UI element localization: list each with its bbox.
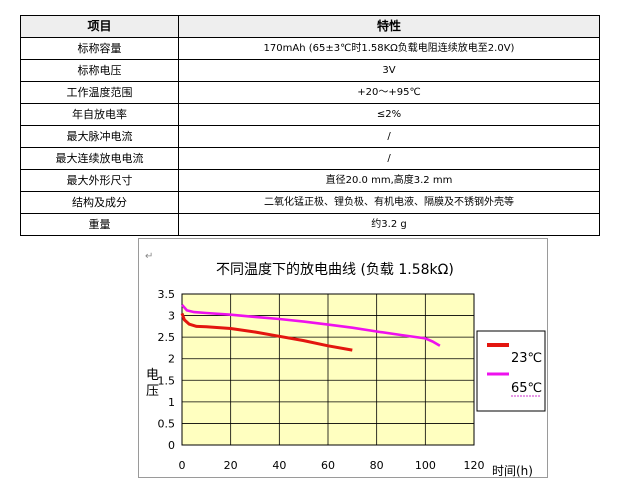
row-item-value: +20～+95℃	[178, 81, 600, 104]
y-tick-label: 2.5	[158, 331, 176, 344]
x-tick-label: 20	[224, 459, 238, 472]
paragraph-mark: ↵	[145, 251, 153, 262]
chart-title: 不同温度下的放电曲线 (负载 1.58kΩ)	[216, 262, 454, 278]
series-line-65c	[181, 303, 441, 347]
table-row: 最大外形尺寸 直径20.0 mm,高度3.2 mm	[20, 169, 600, 192]
legend: 23℃ 65℃	[476, 330, 546, 412]
x-tick-label: 80	[370, 459, 384, 472]
plot-area	[180, 293, 475, 446]
header-item: 项目	[20, 15, 179, 38]
row-item-value: 约3.2 g	[178, 213, 600, 236]
row-item-value: 3V	[178, 59, 600, 82]
row-item-label: 工作温度范围	[20, 81, 179, 104]
row-item-label: 最大外形尺寸	[20, 169, 179, 192]
chart-svg: ↵ 不同温度下的放电曲线 (负载 1.58kΩ) 0 0.5 1 1.5 2 2.5 3 3.…	[145, 251, 546, 478]
row-item-value: 二氧化锰正极、锂负极、有机电液、隔膜及不锈钢外壳等	[178, 191, 600, 214]
table-row: 重量 约3.2 g	[20, 213, 600, 236]
row-item-label: 结构及成分	[20, 191, 179, 214]
table-row: 工作温度范围 +20～+95℃	[20, 81, 600, 104]
header-property: 特性	[178, 15, 600, 38]
table-row: 年自放电率 ≤2%	[20, 103, 600, 126]
x-axis-ticks: 0 20 40 60 80 100 120	[179, 459, 485, 472]
row-item-value: /	[178, 125, 600, 148]
y-tick-label: 1	[168, 396, 175, 409]
table-row: 最大脉冲电流 /	[20, 125, 600, 148]
x-tick-label: 60	[321, 459, 335, 472]
table-header-row: 项目 特性	[20, 15, 600, 38]
table-row: 标称容量 170mAh (65±3℃时1.58KΩ负载电阻连续放电至2.0V)	[20, 37, 600, 60]
y-axis-ticks: 0 0.5 1 1.5 2 2.5 3 3.5	[158, 288, 176, 452]
row-item-value: 直径20.0 mm,高度3.2 mm	[178, 169, 600, 192]
y-tick-label: 0	[168, 439, 175, 452]
y-tick-label: 1.5	[158, 374, 176, 387]
row-item-value: /	[178, 147, 600, 170]
x-tick-label: 100	[415, 459, 436, 472]
row-item-label: 标称电压	[20, 59, 179, 82]
y-tick-label: 3.5	[158, 288, 176, 301]
spec-table: 项目 特性 标称容量 170mAh (65±3℃时1.58KΩ负载电阻连续放电至2…	[20, 15, 600, 236]
legend-label-65c: 65℃	[511, 381, 542, 396]
row-item-label: 重量	[20, 213, 179, 236]
row-item-label: 年自放电率	[20, 103, 179, 126]
x-tick-label: 0	[179, 459, 186, 472]
x-axis-label: 时间(h)	[492, 464, 533, 478]
y-axis-label-text: 电压	[146, 368, 159, 399]
table-body: 标称容量 170mAh (65±3℃时1.58KΩ负载电阻连续放电至2.0V) 标称…	[20, 37, 600, 236]
y-tick-label: 0.5	[158, 417, 176, 430]
series-line-23c	[180, 312, 353, 352]
table-row: 最大连续放电电流 /	[20, 147, 600, 170]
legend-label-23c: 23℃	[511, 351, 542, 366]
y-axis-label: 电压	[146, 368, 159, 399]
table-row: 结构及成分 二氧化锰正极、锂负极、有机电液、隔膜及不锈钢外壳等	[20, 191, 600, 214]
row-item-value: 170mAh (65±3℃时1.58KΩ负载电阻连续放电至2.0V)	[178, 37, 600, 60]
y-tick-label: 2	[168, 353, 175, 366]
row-item-label: 最大连续放电电流	[20, 147, 179, 170]
discharge-chart: ↵ 不同温度下的放电曲线 (负载 1.58kΩ) 0 0.5 1 1.5 2 2.5 3 3.…	[138, 238, 548, 478]
row-item-label: 最大脉冲电流	[20, 125, 179, 148]
x-tick-label: 40	[272, 459, 286, 472]
table-row: 标称电压 3V	[20, 59, 600, 82]
y-tick-label: 3	[168, 310, 175, 323]
x-tick-label: 120	[464, 459, 485, 472]
row-item-value: ≤2%	[178, 103, 600, 126]
row-item-label: 标称容量	[20, 37, 179, 60]
